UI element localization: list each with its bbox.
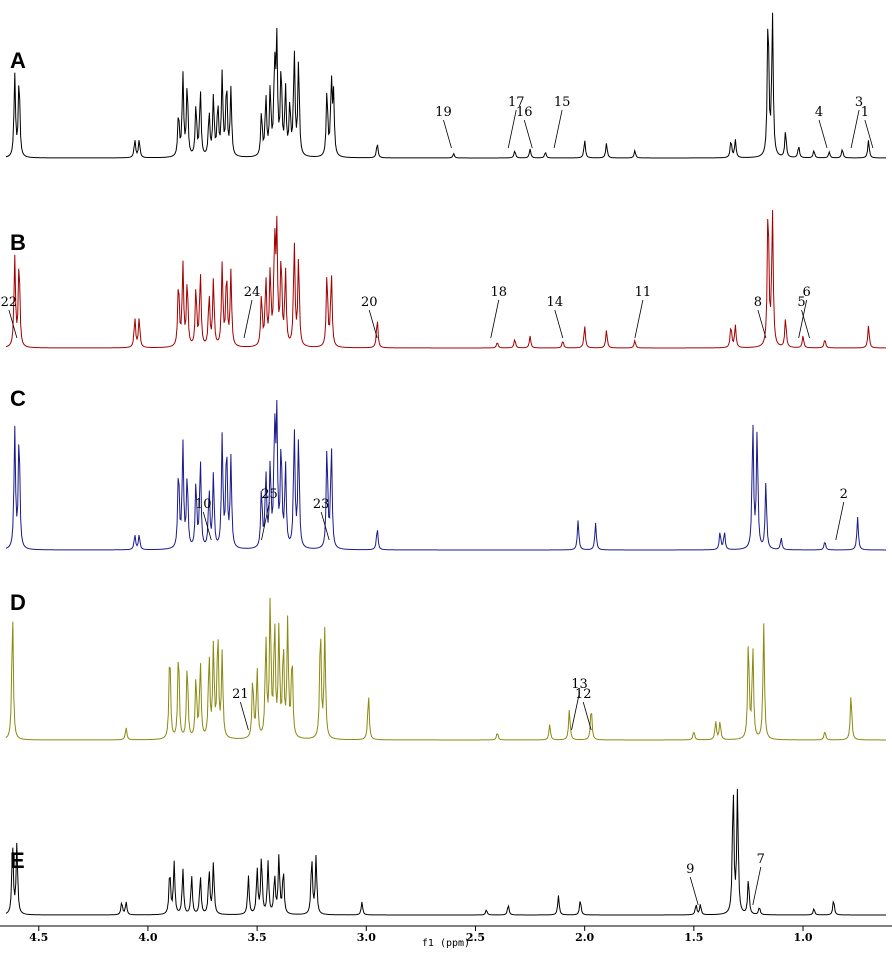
peak-annotation-label: 25	[261, 487, 278, 502]
x-axis: 4.5 4.0 3.5 3.0 2.5 2.0 1.5 1.0 f1 (ppm)	[0, 925, 892, 949]
annotation-leader	[320, 511, 330, 541]
annotation-leader	[443, 119, 452, 149]
peak-annotation-label: 5	[797, 295, 805, 310]
spectrum-panel-e: E 97	[5, 788, 886, 916]
spectrum-trace-a	[5, 12, 886, 159]
annotation-leader	[261, 501, 270, 541]
peak-annotation-label: 19	[435, 105, 452, 120]
peak-annotation-label: 4	[815, 105, 823, 120]
peak-annotation-label: 20	[361, 295, 378, 310]
x-tick-label: 1.5	[684, 931, 703, 944]
annotation-leader	[523, 119, 533, 149]
peak-annotation-label: 13	[571, 677, 588, 692]
annotation-leader	[8, 309, 18, 339]
peak-annotation-label: 7	[757, 852, 765, 867]
annotation-leader	[850, 109, 860, 149]
annotation-leader	[757, 309, 767, 339]
annotation-leader	[818, 119, 828, 149]
annotation-leader	[239, 701, 249, 731]
peak-annotation-label: 23	[313, 497, 330, 512]
x-tick-label: 2.0	[575, 931, 594, 944]
peak-annotation-label: 9	[686, 862, 694, 877]
peak-annotation-label: 12	[575, 687, 592, 702]
annotation-leader	[368, 309, 378, 339]
peak-annotation-label: 2	[840, 487, 848, 502]
panel-label-c: C	[10, 386, 26, 411]
annotation-leader	[490, 299, 500, 339]
annotation-leader	[689, 876, 699, 906]
peak-annotation-label: 8	[754, 295, 762, 310]
x-tick-label: 4.0	[138, 931, 157, 944]
peak-annotation-label: 17	[508, 95, 525, 110]
annotation-leader	[864, 119, 874, 149]
peak-annotation-label: 11	[635, 285, 652, 300]
annotation-leader	[554, 309, 564, 339]
annotation-leader	[634, 299, 644, 339]
x-tick-label: 4.5	[29, 931, 48, 944]
annotation-leader	[582, 701, 592, 731]
spectrum-trace-d	[5, 597, 886, 741]
peak-annotation-label: 18	[490, 285, 507, 300]
peak-annotation-label: 10	[195, 497, 212, 512]
peak-annotation-label: 14	[547, 295, 564, 310]
peak-annotation-label: 22	[1, 295, 18, 310]
peak-annotation-label: 3	[855, 95, 863, 110]
spectrum-trace-b	[5, 210, 887, 349]
panel-label-a: A	[10, 48, 26, 73]
peak-annotation-label: 21	[232, 687, 249, 702]
annotation-leader	[752, 866, 762, 906]
peak-annotation-label: 15	[554, 95, 571, 110]
panel-label-d: D	[10, 590, 26, 615]
annotation-leader	[835, 501, 845, 541]
spectrum-panel-c: C 10 25 23 2	[5, 386, 887, 551]
x-axis-ticks: 4.5 4.0 3.5 3.0 2.5 2.0 1.5 1.0	[29, 926, 813, 944]
annotation-leader	[507, 109, 517, 149]
x-tick-label: 2.5	[466, 931, 485, 944]
peak-annotation-label: 1	[861, 105, 869, 120]
spectrum-trace-e	[5, 788, 886, 916]
annotation-leader	[571, 691, 580, 731]
panel-label-b: B	[10, 230, 26, 255]
annotation-leader	[801, 309, 810, 339]
peak-annotation-label: 16	[516, 105, 533, 120]
peak-annotation-label: 6	[803, 285, 811, 300]
peak-annotation-label: 24	[244, 285, 261, 300]
x-tick-label: 3.5	[248, 931, 267, 944]
x-tick-label: 3.0	[357, 931, 376, 944]
spectrum-panel-b: B 22 24 20 18 14 11 8 65	[1, 210, 887, 349]
spectrum-trace-c	[5, 400, 887, 551]
annotation-leader	[553, 109, 563, 149]
x-axis-title: f1 (ppm)	[422, 938, 470, 949]
annotation-leader	[798, 299, 808, 339]
annotation-leader	[202, 511, 212, 541]
x-tick-label: 1.0	[793, 931, 812, 944]
annotation-leader	[243, 299, 253, 339]
